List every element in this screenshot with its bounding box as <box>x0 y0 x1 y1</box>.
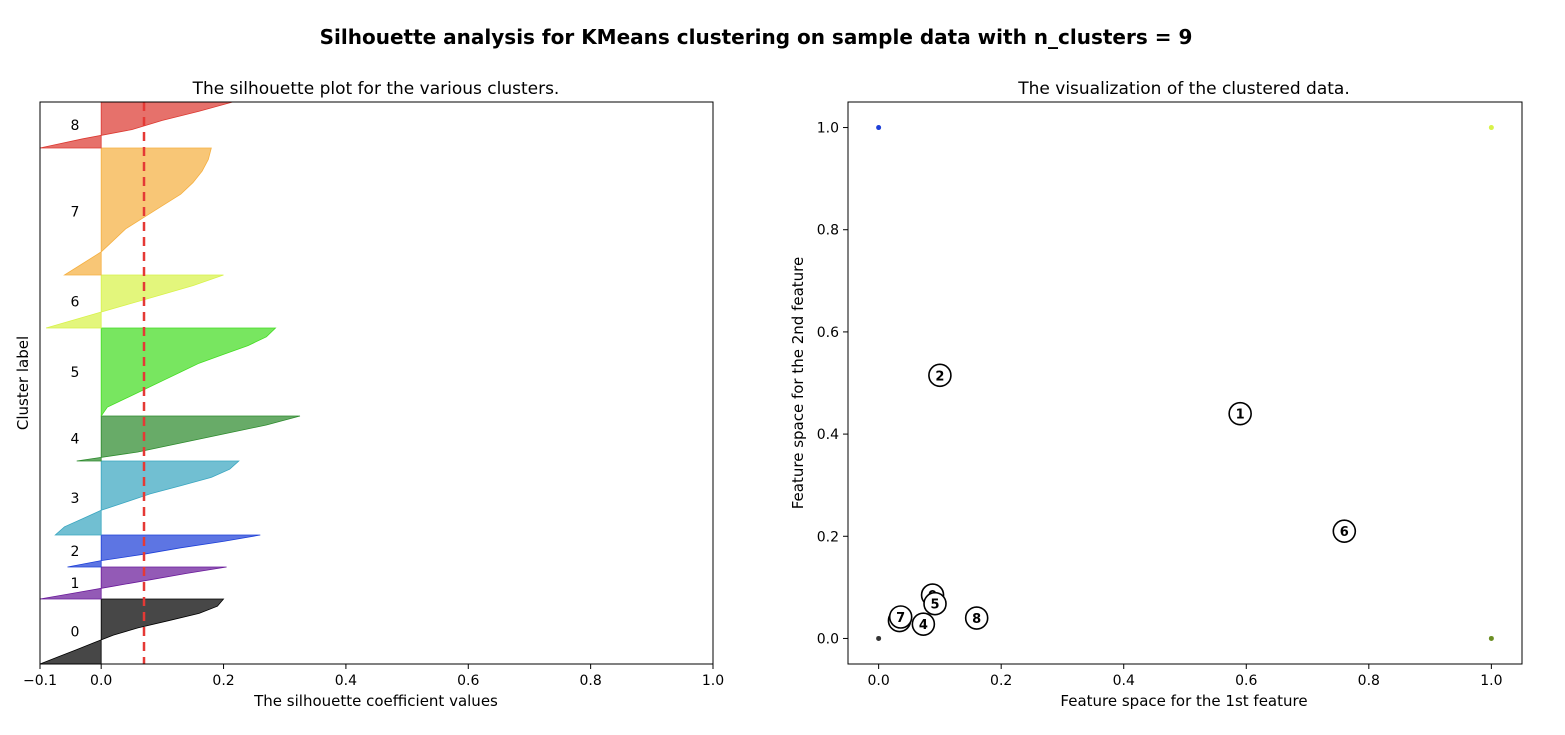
cluster-center-marker <box>928 363 952 388</box>
silhouette-cluster-7 <box>63 147 212 276</box>
cluster-center-2: 2 <box>928 363 952 388</box>
scatter-x-ticks: 0.0 0.2 0.4 0.6 0.8 1.0 <box>868 664 1502 689</box>
scatter-x-tick-label: 0.2 <box>990 673 1012 689</box>
cluster-label-3: 3 <box>71 491 80 507</box>
scatter-y-tick-label: 0.6 <box>817 325 839 341</box>
silhouette-cluster-4 <box>76 415 301 462</box>
cluster-center-label: 1 <box>1236 408 1245 423</box>
silhouette-y-label: Cluster label <box>14 336 32 430</box>
scatter-x-tick-label: 0.4 <box>1113 673 1135 689</box>
silhouette-x-tick-label: 0.0 <box>90 673 112 689</box>
cluster-center-8: 8 <box>964 606 989 630</box>
silhouette-x-tick-label: 1.0 <box>702 673 724 689</box>
silhouette-plot-title: The silhouette plot for the various clus… <box>192 79 560 99</box>
cluster-center-label: 2 <box>935 369 944 384</box>
silhouette-plot: The silhouette plot for the various clus… <box>14 79 724 710</box>
scatter-y-tick-label: 0.4 <box>817 427 839 443</box>
silhouette-cluster-0 <box>39 598 225 665</box>
scatter-x-label: Feature space for the 1st feature <box>1060 692 1307 710</box>
cluster-center-marker <box>888 605 913 629</box>
cluster-center-marker <box>911 612 936 636</box>
scatter-point <box>1488 635 1494 641</box>
silhouette-x-tick-label: −0.1 <box>23 673 57 689</box>
silhouette-x-tick-label: 0.2 <box>212 673 234 689</box>
cluster-label-7: 7 <box>71 205 80 221</box>
cluster-center-label: 8 <box>972 612 981 627</box>
silhouette-x-ticks: −0.1 0.0 0.2 0.4 0.6 0.8 1.0 <box>23 664 724 689</box>
cluster-center-label: 5 <box>930 598 939 613</box>
cluster-center-6: 6 <box>1332 519 1357 543</box>
figure-suptitle: Silhouette analysis for KMeans clusterin… <box>320 25 1193 49</box>
cluster-center-marker <box>1332 519 1357 543</box>
silhouette-cluster-3 <box>54 460 240 536</box>
cluster-center-7: 7 <box>888 605 913 629</box>
scatter-points <box>876 125 1494 641</box>
cluster-label-6: 6 <box>71 295 80 311</box>
cluster-label-5: 5 <box>71 365 80 381</box>
cluster-center-1: 1 <box>1228 401 1252 426</box>
scatter-point <box>876 125 882 131</box>
cluster-label-0: 0 <box>71 625 80 641</box>
scatter-y-ticks: 0.0 0.2 0.4 0.6 0.8 1.0 <box>817 121 848 647</box>
silhouette-x-tick-label: 0.6 <box>457 673 479 689</box>
scatter-y-tick-label: 0.0 <box>817 631 839 647</box>
silhouette-cluster-2 <box>67 534 261 568</box>
cluster-center-label: 7 <box>896 611 905 626</box>
silhouette-cluster-8 <box>39 101 233 149</box>
cluster-scatter-plot: The visualization of the clustered data.… <box>789 79 1523 710</box>
scatter-x-tick-label: 0.8 <box>1358 673 1380 689</box>
cluster-label-2: 2 <box>71 544 80 560</box>
cluster-center-5: 5 <box>923 591 947 616</box>
silhouette-x-tick-label: 0.4 <box>335 673 357 689</box>
cluster-center-4: 4 <box>911 612 936 636</box>
cluster-center-marker <box>923 591 947 616</box>
scatter-axes-frame <box>847 101 1523 665</box>
silhouette-cluster-5 <box>100 327 277 417</box>
cluster-labels: 0 1 2 3 4 5 6 7 8 <box>71 118 80 641</box>
cluster-center-label: 4 <box>919 618 928 633</box>
cluster-center-marker <box>964 606 989 630</box>
silhouette-cluster-1 <box>39 566 227 600</box>
scatter-x-tick-label: 0.6 <box>1235 673 1257 689</box>
scatter-x-tick-label: 0.0 <box>868 673 890 689</box>
scatter-y-label: Feature space for the 2nd feature <box>789 257 807 510</box>
scatter-point <box>1488 125 1494 131</box>
cluster-label-8: 8 <box>71 118 80 134</box>
cluster-center-label: 6 <box>1340 525 1349 540</box>
silhouette-x-tick-label: 0.8 <box>580 673 602 689</box>
silhouette-axes-frame <box>39 101 714 665</box>
scatter-y-tick-label: 0.8 <box>817 223 839 239</box>
scatter-plot-title: The visualization of the clustered data. <box>1017 79 1350 99</box>
scatter-point <box>876 635 882 641</box>
scatter-x-tick-label: 1.0 <box>1480 673 1502 689</box>
scatter-y-tick-label: 0.2 <box>817 529 839 545</box>
cluster-center-marker <box>1228 401 1252 426</box>
cluster-label-1: 1 <box>71 576 80 592</box>
scatter-y-tick-label: 1.0 <box>817 121 839 137</box>
silhouette-x-label: The silhouette coefficient values <box>253 692 498 710</box>
cluster-label-4: 4 <box>71 432 80 448</box>
silhouette-cluster-6 <box>45 274 224 329</box>
